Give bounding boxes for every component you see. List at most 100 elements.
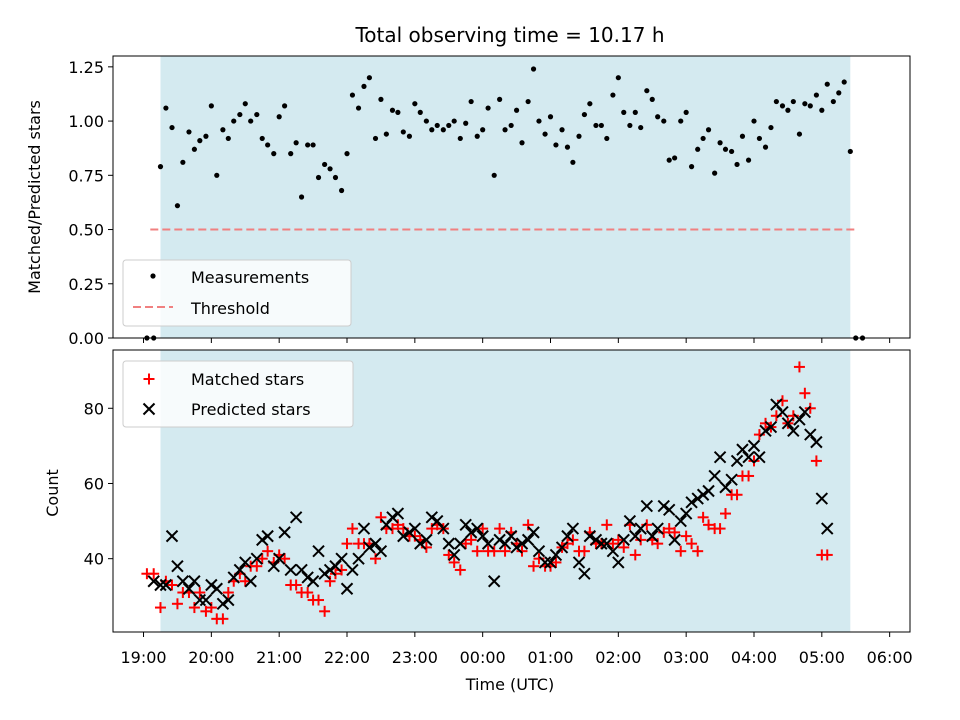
predicted-point-b — [730, 454, 744, 468]
matched-point — [629, 549, 641, 561]
predicted-point-b — [781, 417, 795, 430]
measurement-point — [361, 83, 367, 89]
predicted-point-b — [708, 469, 721, 483]
predicted-point — [437, 522, 450, 535]
matched-point — [714, 523, 726, 535]
measurement-point — [157, 164, 164, 170]
measurement-point — [734, 161, 740, 168]
predicted-point-b — [233, 563, 247, 577]
matched-point — [454, 564, 466, 576]
measurement-point — [762, 144, 769, 150]
matched-point — [471, 545, 483, 557]
measurement-point — [502, 127, 508, 133]
predicted-point — [662, 503, 676, 517]
matched-point — [222, 587, 234, 599]
predicted-point-b — [646, 529, 659, 543]
predicted-point — [256, 533, 269, 547]
predicted-point-b — [764, 420, 778, 434]
measurement-point — [298, 194, 305, 200]
measurement-point — [739, 133, 746, 139]
predicted-point — [471, 522, 484, 535]
measurement-point — [779, 103, 786, 109]
measurement-point — [627, 122, 633, 129]
measurement-point — [508, 122, 514, 129]
predicted-point — [210, 582, 223, 595]
measurement-point — [497, 96, 503, 102]
predicted-point-b — [159, 578, 173, 592]
predicted-point — [374, 544, 388, 558]
measurement-point — [722, 146, 729, 152]
predicted-point — [306, 575, 320, 588]
predicted-point-b — [272, 552, 286, 565]
predicted-point-b — [759, 424, 772, 438]
predicted-point — [329, 559, 342, 573]
predicted-point-b — [691, 492, 704, 505]
predicted-point — [176, 575, 190, 588]
matched-point — [154, 602, 166, 614]
predicted-point-b — [798, 405, 812, 419]
measurement-point — [513, 107, 520, 113]
predicted-point-b — [165, 529, 179, 543]
measurement-point — [598, 122, 604, 129]
predicted-point-b — [725, 473, 738, 486]
predicted-point — [171, 559, 184, 573]
predicted-point — [691, 492, 704, 505]
measurement-point — [807, 103, 813, 109]
matched-point — [697, 511, 709, 523]
predicted-point-b — [250, 552, 264, 565]
predicted-point — [583, 529, 597, 543]
predicted-point-b — [171, 559, 184, 573]
measurement-point — [366, 75, 372, 81]
measurement-point — [785, 107, 791, 113]
predicted-point-b — [363, 541, 376, 554]
legend-matched-label: Matched stars — [191, 370, 304, 389]
predicted-point — [454, 537, 467, 550]
measurement-point — [530, 66, 537, 72]
predicted-point-b — [538, 556, 552, 569]
matched-point — [601, 519, 613, 531]
predicted-point — [498, 537, 512, 550]
measurement-point — [655, 114, 661, 120]
measurement-point — [434, 122, 440, 129]
predicted-point-b — [239, 556, 252, 569]
predicted-point-b — [566, 522, 580, 535]
predicted-point — [544, 556, 557, 569]
matched-point — [346, 523, 358, 535]
matched-point — [239, 575, 251, 587]
predicted-point-b — [256, 533, 269, 547]
predicted-point-b — [306, 575, 320, 588]
predicted-point — [447, 548, 461, 562]
predicted-point — [776, 405, 789, 419]
legend-threshold-label: Threshold — [190, 299, 270, 318]
bottom-y-tick-label: 40 — [84, 550, 104, 569]
predicted-point-b — [397, 529, 410, 543]
measurement-point — [208, 103, 214, 109]
predicted-point-b — [487, 575, 501, 588]
matched-point — [194, 587, 206, 599]
predicted-point — [527, 526, 540, 539]
measurement-point — [717, 140, 723, 146]
predicted-point-b — [521, 533, 535, 547]
measurement-point — [683, 109, 689, 115]
measurement-point — [276, 114, 282, 120]
predicted-point — [521, 533, 535, 547]
predicted-point-b — [261, 529, 274, 543]
measurement-point — [547, 114, 554, 120]
matched-point — [680, 530, 692, 542]
predicted-point — [696, 488, 710, 501]
predicted-point-b — [719, 481, 732, 494]
predicted-point-b — [532, 544, 546, 558]
measurement-point — [672, 155, 678, 161]
measurement-point — [661, 118, 667, 124]
predicted-point — [719, 481, 732, 494]
matched-point — [692, 545, 704, 557]
predicted-point — [233, 563, 247, 577]
predicted-point — [629, 529, 642, 543]
top-y-axis-label: Matched/Predicted stars — [25, 100, 44, 294]
predicted-point-b — [205, 578, 218, 592]
measurement-point — [813, 92, 819, 98]
predicted-point-b — [612, 556, 625, 569]
measurement-point — [564, 144, 571, 150]
measurement-point — [802, 101, 808, 107]
predicted-point — [464, 526, 478, 539]
